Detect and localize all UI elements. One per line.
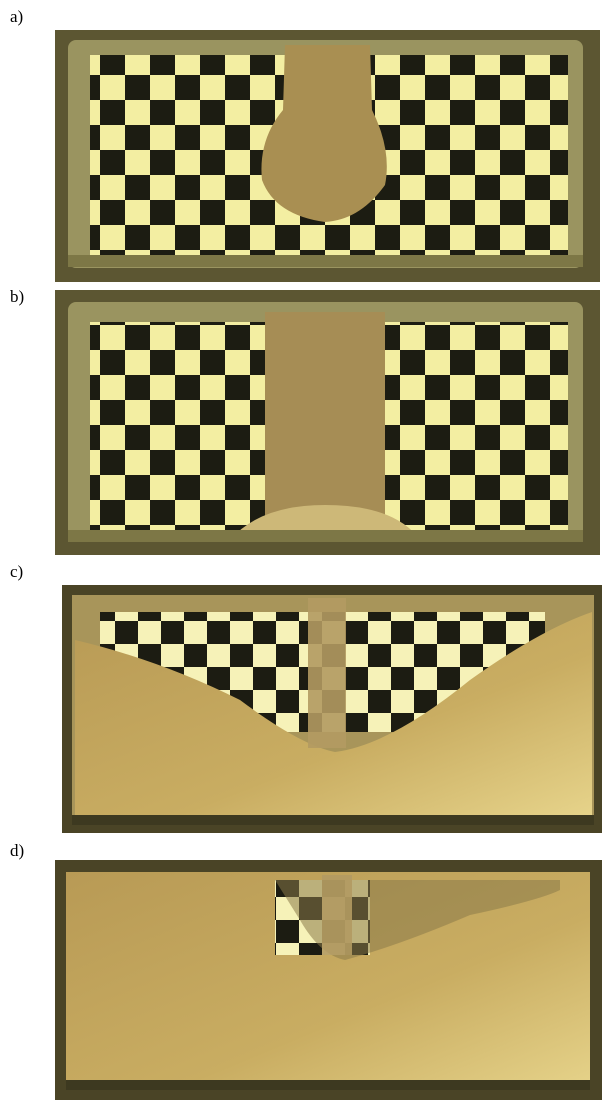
photo-a [55, 30, 600, 282]
panel-label: c) [10, 562, 23, 581]
panel-label: a) [10, 7, 23, 26]
panel-label: b) [10, 287, 24, 306]
photo-c [62, 585, 602, 833]
figure: a) b) c) d) [0, 0, 608, 1105]
photo-b [55, 290, 600, 555]
page: a) b) c) d) (() => { const data = JSON.p… [0, 0, 608, 1105]
panel-label: d) [10, 841, 24, 860]
photo-d [55, 860, 602, 1100]
